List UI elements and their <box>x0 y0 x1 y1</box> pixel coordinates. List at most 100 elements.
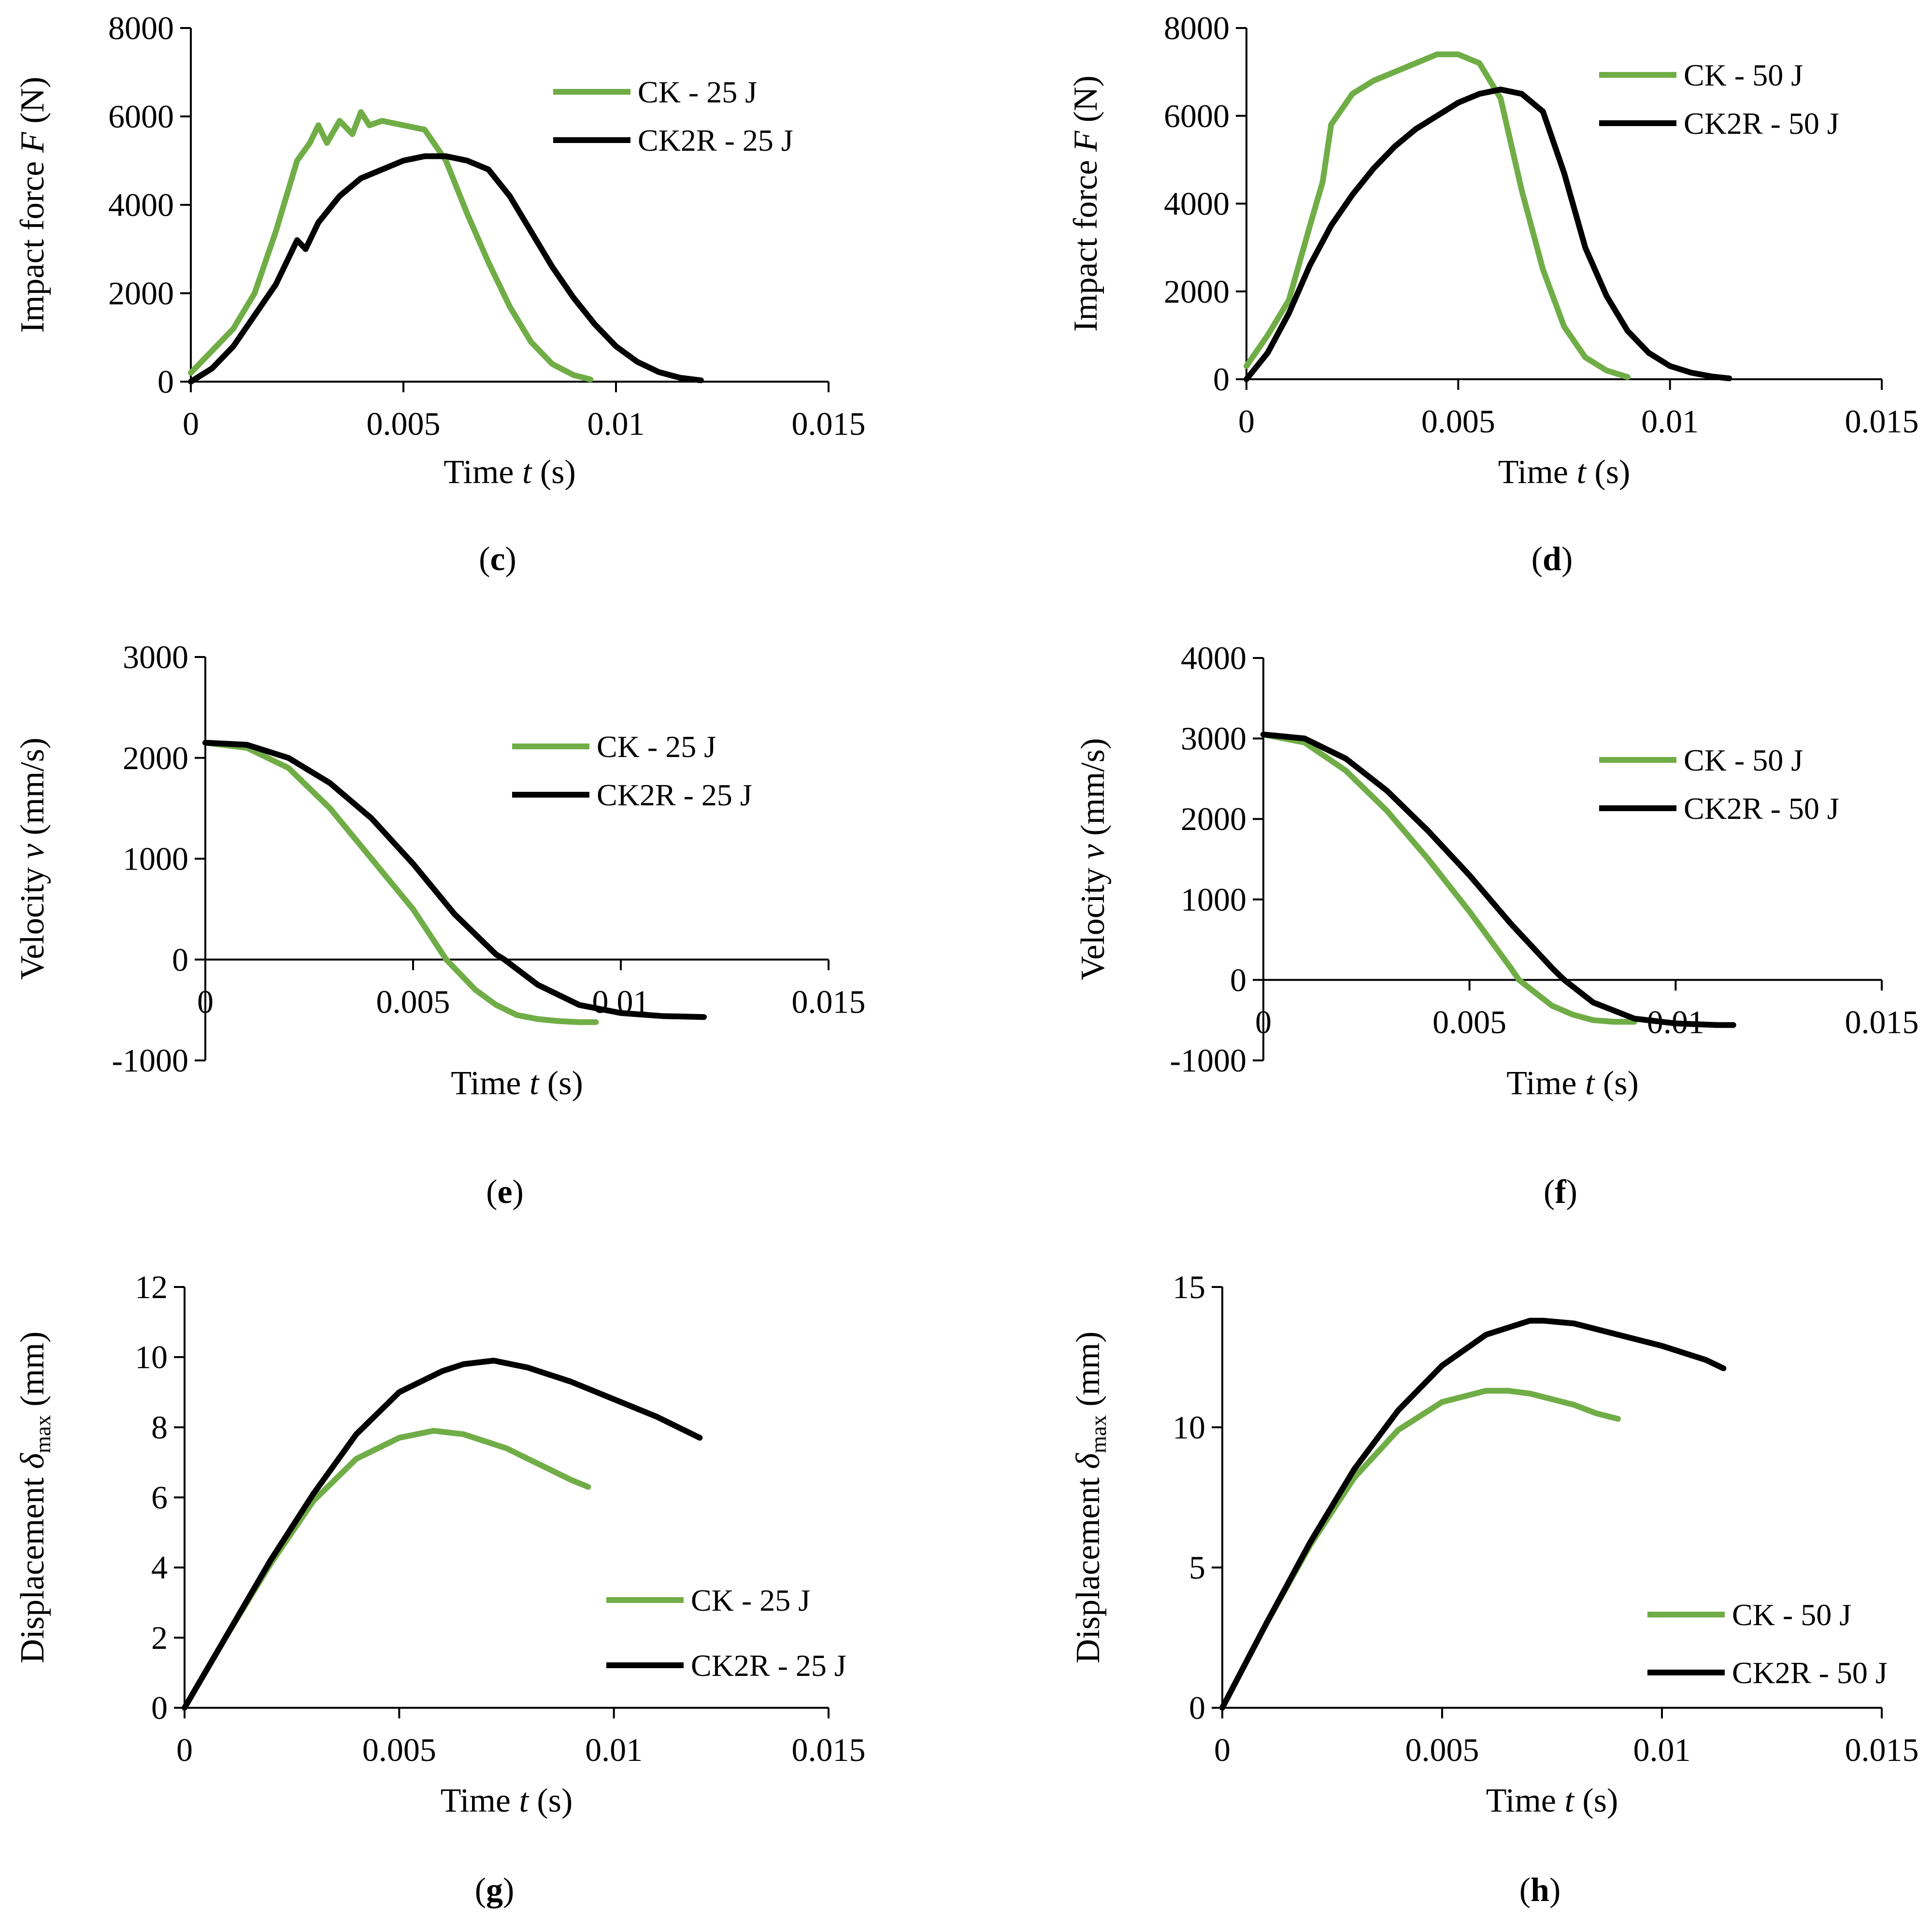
series-line-ck2r-25-j <box>188 153 704 385</box>
y-tick-label: 2000 <box>1181 801 1246 837</box>
x-tick-label: 0 <box>1255 1003 1272 1040</box>
legend-label: CK2R - 25 J <box>691 1648 846 1683</box>
y-tick-label: 12 <box>135 1269 168 1305</box>
y-axis-title: Displacement δmax (mm) <box>1070 1331 1111 1663</box>
legend-label: CK - 25 J <box>597 729 716 764</box>
y-axis-title: Velocity v (mm/s) <box>1074 738 1112 981</box>
x-tick-label: 0.015 <box>792 983 866 1020</box>
y-tick-label: 0 <box>1189 1689 1205 1726</box>
y-axis-title: Impact force F (N) <box>14 77 51 333</box>
y-tick-label: 15 <box>1173 1269 1205 1305</box>
legend-label: CK2R - 25 J <box>597 778 752 812</box>
y-tick-label: 2000 <box>108 275 174 312</box>
x-tick-label: 0 <box>1214 1731 1231 1768</box>
legend-label: CK - 25 J <box>691 1583 810 1617</box>
x-tick-label: 0.01 <box>1641 403 1699 440</box>
y-axis-title: Displacement δmax (mm) <box>14 1331 55 1663</box>
y-tick-label: -1000 <box>112 1042 188 1079</box>
x-tick-label: 0.01 <box>587 405 645 442</box>
y-tick-label: 4000 <box>108 186 174 223</box>
x-tick-label: 0.01 <box>1633 1731 1691 1768</box>
x-tick-label: 0 <box>197 983 214 1020</box>
y-axis-title: Impact force F (N) <box>1067 75 1104 332</box>
y-tick-label: -1000 <box>1170 1042 1246 1079</box>
chart-panel-d: 0 2000 4000 6000 8000 0 0.005 0.01 0.015 Time t (… <box>1067 10 1919 578</box>
series-line-ck2r-25-j <box>182 1358 703 1711</box>
series-line-ck-50-j <box>1260 731 1637 1025</box>
legend-label: CK2R - 50 J <box>1684 791 1839 826</box>
y-tick-label: 0 <box>151 1689 168 1726</box>
y-tick-label: 8000 <box>108 10 174 46</box>
y-tick-label: 6000 <box>108 98 174 135</box>
x-tick-label: 0.015 <box>1845 1003 1919 1040</box>
y-tick-label: 3000 <box>123 639 188 675</box>
legend-label: CK2R - 50 J <box>1684 106 1839 141</box>
x-tick-label: 0.005 <box>1405 1731 1479 1768</box>
series-line-ck-25-j <box>202 740 599 1025</box>
y-tick-label: 2 <box>151 1619 168 1656</box>
y-tick-label: 0 <box>1213 361 1230 398</box>
x-tick-label: 0.015 <box>1845 403 1919 440</box>
series-line-ck-50-j <box>1244 51 1631 380</box>
y-tick-label: 6000 <box>1164 98 1230 134</box>
x-axis-title: Time t (s) <box>451 1065 583 1102</box>
series-line-ck2r-25-j <box>202 740 707 1020</box>
series-line-ck2r-50-j <box>1244 86 1732 382</box>
chart-panel-g: 0 2 4 6 8 10 12 0 0.005 0.01 0.015 Time t (s) Displa… <box>14 1269 866 1909</box>
x-tick-label: 0.005 <box>362 1731 436 1768</box>
y-tick-label: 4000 <box>1181 640 1246 676</box>
y-axis-title: Velocity v (mm/s) <box>14 738 51 980</box>
y-tick-label: 10 <box>135 1339 168 1375</box>
x-axis-title: Time t (s) <box>441 1782 573 1819</box>
x-axis-title: Time t (s) <box>1498 454 1631 491</box>
y-tick-label: 4000 <box>1164 186 1230 222</box>
y-tick-label: 0 <box>172 941 188 978</box>
x-tick-label: 0.005 <box>1432 1003 1506 1040</box>
x-tick-label: 0 <box>1238 403 1255 440</box>
panel-caption: (f) <box>1544 1173 1577 1211</box>
series-line-ck-25-j <box>182 1428 591 1711</box>
y-tick-label: 0 <box>1230 961 1246 998</box>
x-tick-label: 0.015 <box>792 1731 866 1768</box>
y-tick-label: 8 <box>151 1409 168 1445</box>
x-axis-title: Time t (s) <box>444 454 576 491</box>
y-tick-label: 2000 <box>123 740 188 776</box>
y-tick-label: 0 <box>157 363 174 400</box>
x-tick-label: 0.01 <box>585 1731 643 1768</box>
legend-label: CK2R - 25 J <box>638 123 793 157</box>
y-tick-label: 1000 <box>123 841 188 877</box>
legend-label: CK - 50 J <box>1684 58 1803 92</box>
x-tick-label: 0 <box>176 1731 193 1768</box>
legend-label: CK - 50 J <box>1684 743 1803 777</box>
y-tick-label: 4 <box>151 1549 168 1586</box>
chart-panel-c: 0 2000 4000 6000 8000 0 0.005 0.01 0.015 Time t (… <box>14 10 866 578</box>
legend-label: CK - 50 J <box>1732 1598 1851 1632</box>
panel-caption: (e) <box>486 1173 524 1211</box>
y-tick-label: 10 <box>1173 1409 1205 1445</box>
x-tick-label: 0 <box>183 405 199 442</box>
panel-caption: (g) <box>475 1872 515 1909</box>
series-line-ck-25-j <box>188 109 594 383</box>
chart-panel-h: 0 5 10 15 0 0.005 0.01 0.015 Time t (s) Displacem… <box>1070 1269 1919 1909</box>
y-tick-label: 1000 <box>1181 881 1246 918</box>
legend-label: CK2R - 50 J <box>1732 1656 1888 1690</box>
panel-caption: (d) <box>1531 541 1573 578</box>
x-tick-label: 0.005 <box>367 405 441 442</box>
y-tick-label: 2000 <box>1164 273 1230 310</box>
y-tick-label: 3000 <box>1181 720 1246 757</box>
y-tick-label: 5 <box>1189 1549 1205 1586</box>
series-line-ck2r-50-j <box>1219 1317 1727 1711</box>
y-tick-label: 6 <box>151 1479 168 1516</box>
series-line-ck2r-50-j <box>1260 731 1736 1028</box>
x-tick-label: 0.015 <box>792 405 866 442</box>
x-tick-label: 0.005 <box>1421 403 1495 440</box>
x-tick-label: 0.015 <box>1845 1731 1919 1768</box>
panel-caption: (c) <box>479 541 516 578</box>
x-tick-label: 0.005 <box>376 983 450 1020</box>
panel-caption: (h) <box>1519 1872 1561 1909</box>
legend-label: CK - 25 J <box>638 75 757 109</box>
x-axis-title: Time t (s) <box>1486 1782 1618 1819</box>
